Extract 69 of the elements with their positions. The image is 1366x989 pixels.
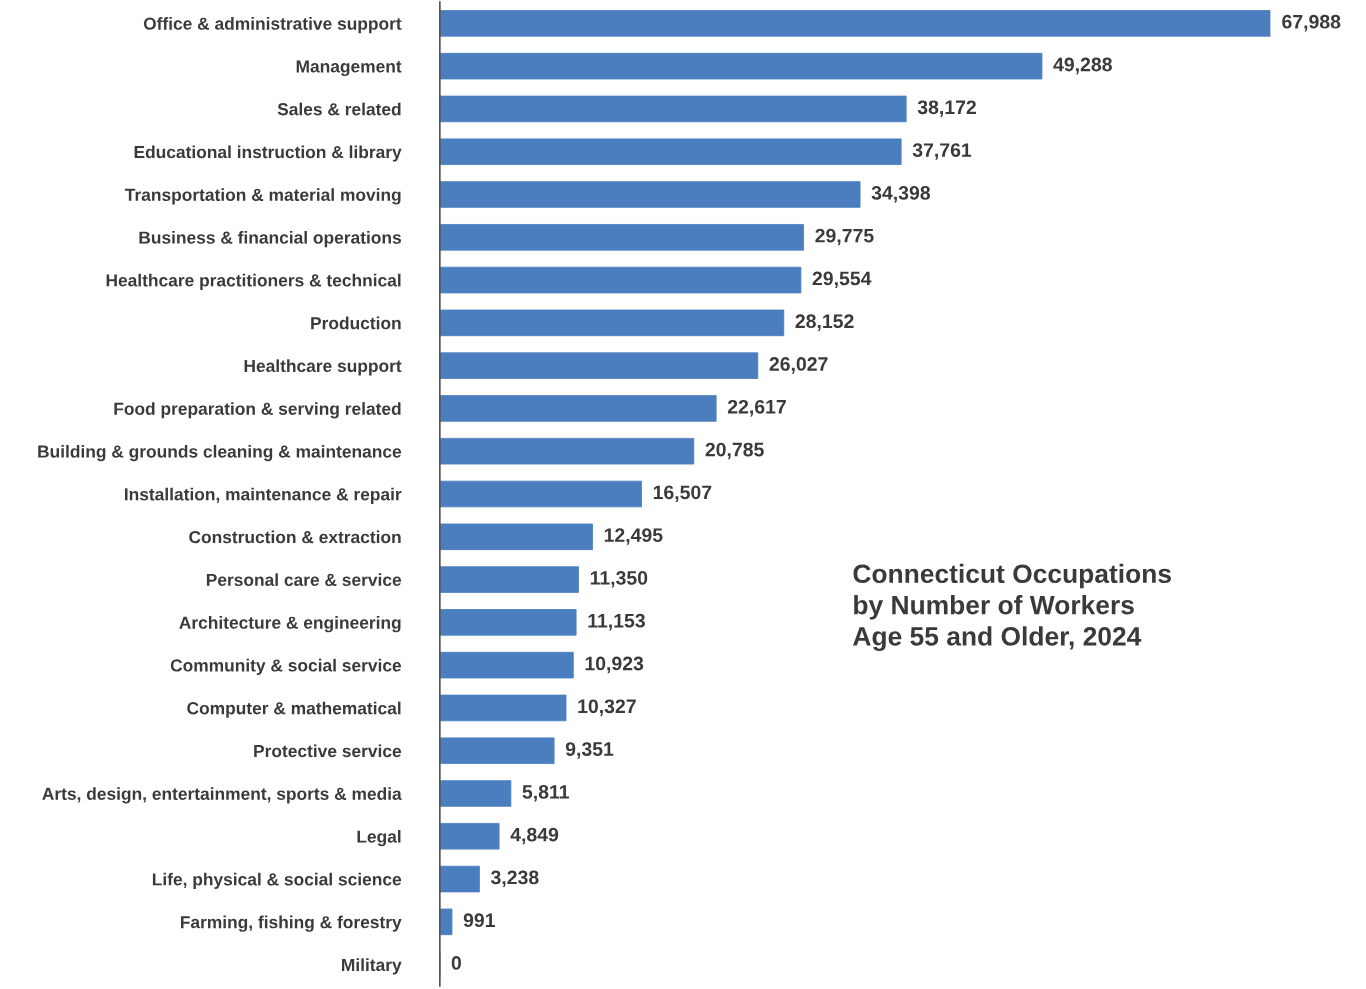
bar [439, 224, 804, 251]
y-tick-label: Construction & extraction [189, 530, 401, 544]
data-label: 0 [451, 956, 461, 970]
y-tick-label: Protective service [254, 744, 402, 758]
text: Connecticut Occupations by Number of Workers Age 55 and Older, 2024 [853, 563, 1171, 652]
bar [439, 138, 902, 165]
bar [439, 309, 785, 337]
data-label: 49,288 [1053, 57, 1112, 75]
data-label: 4,849 [510, 827, 559, 845]
data-label: 9,351 [565, 742, 614, 759]
y-tick-label: Educational instruction & library [134, 145, 402, 162]
bar [439, 437, 695, 465]
y-tick-label: Production [311, 316, 401, 330]
bar [439, 865, 480, 893]
bar [439, 266, 802, 294]
y-tick-label: Computer & mathematical [187, 701, 401, 718]
bar [439, 395, 717, 422]
bar [439, 694, 567, 722]
y-tick-label: Installation, maintenance & repair [124, 487, 402, 504]
data-label: 11,153 [588, 613, 645, 631]
bar [439, 609, 577, 636]
bar [439, 908, 453, 936]
bar [439, 780, 512, 807]
y-tick-label: Healthcare support [244, 359, 402, 376]
bar [439, 737, 555, 764]
data-label: 11,350 [590, 571, 648, 588]
data-label: 991 [463, 913, 495, 928]
data-label: 3,238 [490, 870, 539, 888]
data-label: 10,327 [578, 699, 636, 716]
y-tick-label: Community & social service [170, 658, 402, 676]
bar [439, 10, 1271, 37]
data-label: 29,554 [812, 271, 872, 289]
data-label: 20,785 [705, 442, 764, 460]
data-label: 22,617 [727, 399, 786, 417]
bar [439, 566, 579, 593]
y-tick-label: Legal [357, 829, 401, 847]
y-tick-label: Healthcare practitioners & technical [106, 273, 401, 290]
data-label: 38,172 [917, 100, 976, 117]
bar [439, 523, 593, 551]
data-label: 67,988 [1282, 14, 1341, 32]
y-tick-label: Building & grounds cleaning & maintenance [38, 444, 402, 462]
bar [439, 95, 907, 123]
y-tick-label: Farming, fishing & forestry [180, 915, 402, 932]
y-tick-label: Military [342, 958, 402, 975]
y-tick-label: Sales & related [277, 102, 401, 116]
y-tick-label: Transportation & material moving [125, 188, 401, 205]
bar [439, 651, 574, 679]
bar [439, 352, 759, 379]
bar [439, 181, 861, 208]
bar [439, 52, 1043, 80]
data-label: 37,761 [912, 143, 972, 160]
y-tick-label: Food preparation & serving related [114, 402, 401, 419]
bar [439, 480, 642, 508]
y-tick-label: Architecture & engineering [179, 616, 401, 633]
data-label: 12,495 [604, 528, 663, 545]
y-tick-label: Personal care & service [206, 573, 402, 587]
y-tick-label: Business & financial operations [139, 231, 401, 248]
data-label: 5,811 [522, 784, 569, 802]
y-tick-label: Office & administrative support [143, 17, 402, 34]
data-label: 28,152 [795, 314, 854, 331]
data-label: 10,923 [585, 656, 644, 674]
data-label: 29,775 [815, 228, 874, 246]
bar [439, 823, 500, 850]
data-label: 26,027 [769, 357, 828, 374]
data-label: 34,398 [871, 185, 931, 203]
y-tick-label: Arts, design, entertainment, sports & media [42, 787, 402, 804]
y-tick-label: Management [296, 60, 402, 77]
y-tick-label: Life, physical & social science [152, 872, 402, 889]
data-label: 16,507 [653, 485, 712, 503]
